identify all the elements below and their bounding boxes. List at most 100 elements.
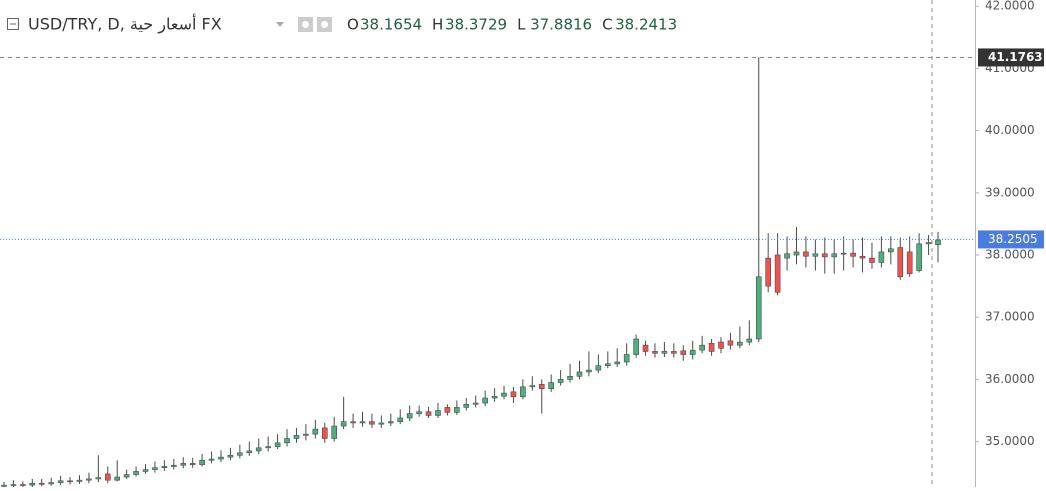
candle-body (925, 242, 932, 245)
candle-body (746, 338, 753, 343)
candle-body (840, 252, 847, 255)
candle-body (303, 433, 309, 436)
ohlc-value: 38.2413 (615, 16, 677, 34)
ohlc-value: 37.8816 (530, 16, 592, 34)
candle-body (161, 466, 168, 469)
candle-body (123, 474, 130, 478)
candle-body (510, 391, 517, 398)
ohlc-key: H (432, 16, 443, 34)
candle-body (454, 407, 460, 413)
candle-body (859, 255, 866, 259)
candle-body (576, 371, 583, 377)
candle-body (359, 421, 366, 424)
ohlc-value: 38.1654 (360, 16, 422, 34)
candle-body (284, 438, 290, 444)
candle-body (850, 252, 856, 257)
last-price-box (978, 230, 1044, 249)
candle-body (633, 338, 639, 355)
candle-body (888, 248, 894, 253)
grid: 35.0000 36.0000 37.0000 38.0000 39.0000 40.00… (975, 0, 1035, 448)
candles (1, 57, 941, 489)
candle-body (142, 469, 149, 472)
candle-body (821, 253, 828, 258)
candle-body (671, 351, 677, 354)
collapse-icon[interactable] (7, 18, 19, 30)
candle-body (95, 477, 102, 480)
candle-body (189, 463, 196, 465)
candle-body (520, 386, 526, 398)
candle-body (48, 482, 54, 485)
candle-body (567, 375, 573, 380)
last-price-label: 38.2505 (988, 232, 1038, 246)
candle-body (227, 454, 234, 458)
candle-body (114, 476, 121, 481)
candle-body (529, 385, 536, 388)
candle-body (246, 450, 253, 454)
candle-body (869, 257, 875, 263)
candle-body (444, 407, 451, 413)
candle-body (501, 392, 507, 397)
y-tick-label: 39.0000 (985, 185, 1035, 199)
candle-body (76, 479, 83, 482)
candle-body (604, 363, 611, 367)
candle-body (557, 379, 564, 383)
candle-body (67, 480, 73, 483)
candle-body (463, 403, 470, 408)
candle-body (152, 467, 158, 470)
candle-body (916, 243, 922, 271)
candle-body (831, 253, 838, 258)
candle-body (1, 484, 7, 487)
ohlc-legend: O 38.1654 H 38.3729 L 37.8816 C 38.2413 (347, 16, 677, 34)
candle-body (435, 410, 441, 416)
y-tick-label: 40.0000 (985, 123, 1035, 137)
candle-body (727, 340, 734, 346)
crosshair-label: 41.1763 (988, 50, 1043, 64)
candle-body (491, 395, 498, 399)
candle-body (708, 343, 715, 352)
candle-body (312, 428, 319, 435)
candle-body (878, 251, 885, 263)
candle-body (737, 341, 743, 346)
candle-body (689, 349, 696, 355)
candle-body (350, 421, 356, 424)
candle-body (623, 354, 630, 363)
candle-body (133, 471, 139, 475)
visibility-icon-dot (302, 21, 309, 28)
candle-body (482, 397, 488, 404)
dropdown-caret[interactable] (276, 22, 284, 27)
candle-body (784, 253, 790, 259)
candle-body (774, 254, 781, 293)
candle-body (388, 421, 394, 424)
crosshair-label-box (978, 48, 1044, 67)
candle-body (652, 351, 658, 354)
candle-body (595, 365, 602, 371)
candle-body (803, 251, 809, 257)
candle-body (397, 417, 404, 422)
candle-body (331, 425, 338, 439)
candle-body (661, 351, 668, 354)
header: USD/TRY, D, أسعار حية FX O 38.1654 H 38.372… (7, 14, 677, 35)
candle-body (293, 435, 300, 439)
candle-body (86, 478, 92, 481)
candle-body (812, 253, 819, 257)
candle-body (416, 411, 422, 414)
candle-body (548, 382, 554, 390)
candle-body (897, 247, 904, 278)
candle-body (104, 473, 111, 481)
y-tick-label: 36.0000 (985, 372, 1035, 386)
candle-body (180, 463, 187, 466)
candle-body (378, 422, 385, 425)
y-tick-label: 37.0000 (985, 310, 1035, 324)
candle-body (20, 484, 26, 486)
candle-body (793, 251, 800, 256)
symbol-title: USD/TRY, D, أسعار حية FX (28, 14, 222, 35)
candle-body (10, 484, 17, 486)
ohlc-key: O (347, 16, 359, 34)
candle-body (38, 482, 45, 485)
candle-body (274, 442, 281, 447)
candle-body (642, 344, 649, 352)
candle-body (906, 251, 913, 274)
candle-body (321, 427, 328, 439)
candle-body (29, 482, 36, 486)
